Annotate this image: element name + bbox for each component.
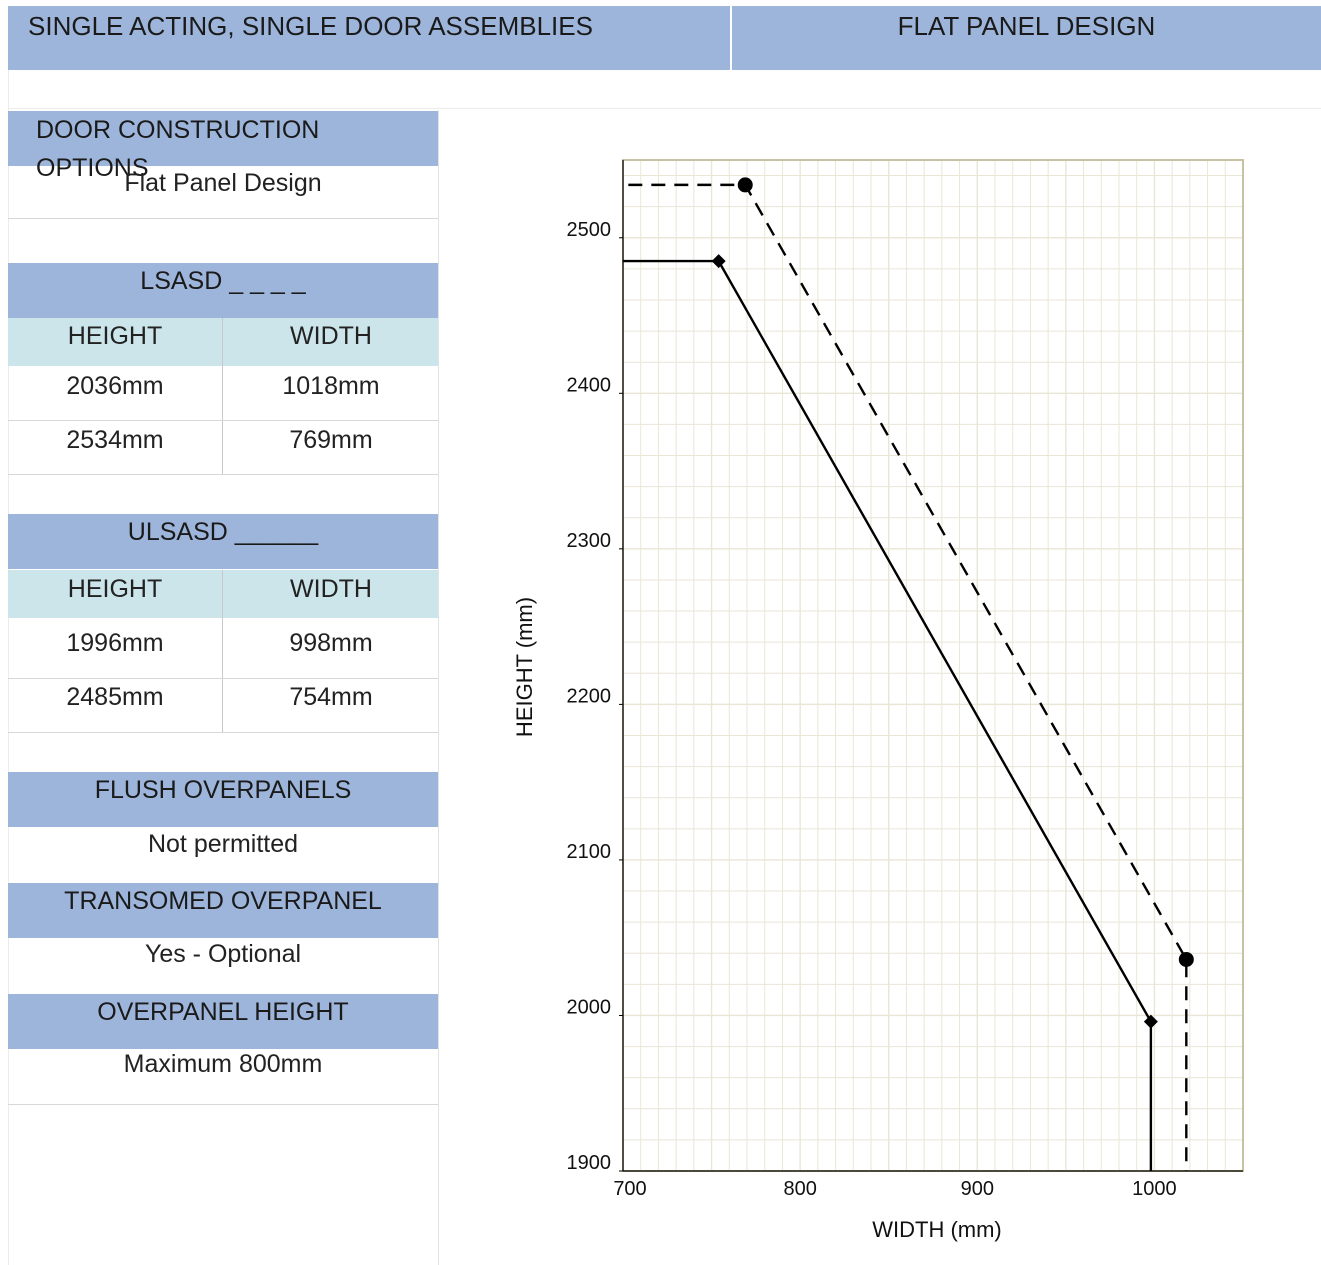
- transomed-heading: TRANSOMED OVERPANEL: [8, 883, 438, 938]
- data-point-diamond: [1143, 1014, 1158, 1029]
- overpanel-height-title: OVERPANEL HEIGHT: [97, 998, 349, 1026]
- y-axis-label: HEIGHT (mm): [512, 597, 537, 737]
- ulsasd-heading: ULSASD ______: [8, 514, 438, 569]
- y-tick-label: 2200: [567, 685, 612, 707]
- y-tick-label: 2000: [567, 996, 612, 1018]
- divider: [8, 218, 438, 219]
- ulsasd-row1-height: 1996mm: [66, 629, 164, 657]
- construction-title: DOOR CONSTRUCTION OPTIONS: [36, 116, 320, 182]
- y-tick-label: 2500: [567, 219, 612, 241]
- construction-value: Flat Panel Design: [124, 169, 322, 197]
- flush-title: FLUSH OVERPANELS: [94, 776, 352, 804]
- flush-heading: FLUSH OVERPANELS: [8, 772, 438, 827]
- column-divider: [222, 318, 223, 475]
- header-right: FLAT PANEL DESIGN: [732, 6, 1321, 70]
- overpanel-height-heading: OVERPANEL HEIGHT: [8, 994, 438, 1049]
- transomed-value: Yes - Optional: [144, 940, 302, 968]
- flush-value: Not permitted: [147, 830, 299, 858]
- ulsasd-column-header: [8, 570, 438, 618]
- ulsasd-row2-width: 754mm: [289, 683, 373, 711]
- ulsasd-row1-width: 998mm: [289, 629, 373, 657]
- data-point-circle: [1178, 951, 1194, 967]
- data-point-circle: [737, 177, 753, 193]
- construction-heading: DOOR CONSTRUCTION OPTIONS: [8, 111, 438, 182]
- y-tick-label: 2400: [567, 374, 612, 396]
- y-tick-label: 2100: [567, 841, 612, 863]
- lsasd-row2-width: 769mm: [289, 426, 373, 454]
- divider: [8, 420, 438, 421]
- lsasd-col-height: HEIGHT: [67, 322, 163, 350]
- ulsasd-row2-height: 2485mm: [66, 683, 164, 711]
- series-line-dashed: [628, 183, 1188, 1171]
- overpanel-height-value: Maximum 800mm: [123, 1050, 323, 1078]
- x-axis-label: WIDTH (mm): [872, 1217, 1002, 1242]
- lsasd-row1-height: 2036mm: [66, 372, 164, 400]
- divider: [8, 108, 1321, 109]
- y-tick-label: 2300: [567, 530, 612, 552]
- ulsasd-col-width: WIDTH: [290, 575, 372, 603]
- lsasd-heading: LSASD _ _ _ _: [8, 263, 438, 318]
- x-tick-label: 1000: [1132, 1178, 1177, 1200]
- chart-axes: 700 800 900 1000 1900 2000 2100 2200 2300 2400 250…: [567, 160, 1243, 1200]
- lsasd-title: LSASD _ _ _ _: [140, 267, 306, 295]
- left-panel-border: [438, 110, 439, 1265]
- x-tick-label: 800: [783, 1178, 816, 1200]
- divider: [8, 1104, 438, 1105]
- x-tick-label: 700: [613, 1178, 646, 1200]
- divider: [8, 678, 438, 679]
- chart-grid: [622, 160, 1244, 1172]
- chart-series: [623, 177, 1194, 1171]
- left-outer-border: [8, 70, 9, 1265]
- y-tick-label: 1900: [567, 1152, 612, 1174]
- column-divider: [222, 570, 223, 733]
- ulsasd-col-height: HEIGHT: [67, 575, 163, 603]
- lsasd-row1-width: 1018mm: [282, 372, 380, 400]
- lsasd-row2-height: 2534mm: [66, 426, 164, 454]
- header-left-title: SINGLE ACTING, SINGLE DOOR ASSEMBLIES: [28, 11, 593, 41]
- transomed-title: TRANSOMED OVERPANEL: [64, 887, 382, 915]
- x-tick-label: 900: [961, 1178, 994, 1200]
- ulsasd-title: ULSASD ______: [127, 518, 319, 546]
- divider: [8, 732, 438, 733]
- lsasd-column-header: [8, 318, 438, 366]
- data-point-diamond: [711, 254, 726, 269]
- header-right-title: FLAT PANEL DESIGN: [897, 11, 1156, 41]
- lsasd-col-width: WIDTH: [290, 322, 372, 350]
- series-line-solid: [623, 259, 1153, 1171]
- header-left: SINGLE ACTING, SINGLE DOOR ASSEMBLIES: [8, 6, 730, 70]
- divider: [8, 474, 438, 475]
